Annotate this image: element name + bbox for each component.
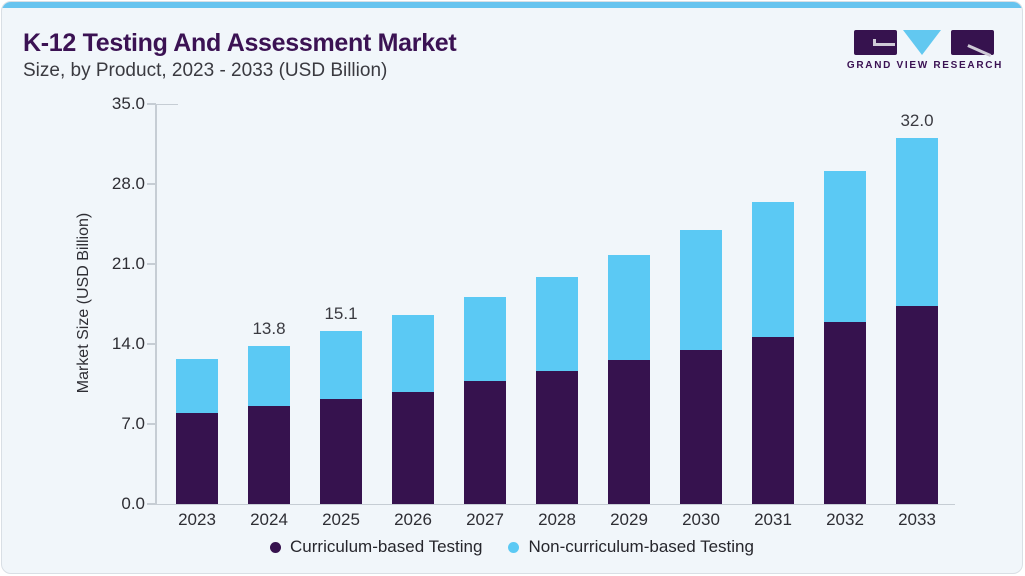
bar-segment-non-curriculum bbox=[824, 171, 866, 323]
legend-label: Non-curriculum-based Testing bbox=[528, 537, 754, 556]
bar-segment-non-curriculum bbox=[320, 331, 362, 399]
bar-total-label: 32.0 bbox=[900, 111, 934, 131]
bar-segment-non-curriculum bbox=[176, 358, 218, 413]
x-axis-tick-label: 2031 bbox=[754, 510, 792, 529]
bar-segment-curriculum bbox=[464, 380, 506, 504]
x-axis-tick-label: 2025 bbox=[322, 510, 360, 529]
bar-segment-curriculum bbox=[536, 371, 578, 504]
bar-segment-curriculum bbox=[248, 405, 290, 504]
bar-segment-curriculum bbox=[752, 337, 794, 504]
y-axis-tick-mark bbox=[147, 343, 156, 345]
y-axis-tick-label: 14.0 bbox=[111, 334, 145, 353]
y-axis-tick-label: 28.0 bbox=[111, 174, 145, 193]
page-title: K-12 Testing And Assessment Market bbox=[23, 29, 457, 57]
bar-segment-curriculum bbox=[896, 306, 938, 504]
bar-total-label: 15.1 bbox=[324, 304, 358, 324]
grand-view-research-logo: GRAND VIEW RESEARCH bbox=[847, 28, 1001, 74]
bar-segment-curriculum bbox=[608, 360, 650, 504]
y-axis-top-cap bbox=[156, 103, 178, 105]
legend-label: Curriculum-based Testing bbox=[290, 537, 483, 556]
bar-segment-curriculum bbox=[320, 398, 362, 504]
page-subtitle: Size, by Product, 2023 - 2033 (USD Billi… bbox=[23, 60, 388, 81]
bar-segment-non-curriculum bbox=[536, 276, 578, 372]
x-axis-tick-label: 2033 bbox=[898, 510, 936, 529]
chart-legend: Curriculum-based Testing Non-curriculum-b… bbox=[2, 537, 1022, 557]
y-axis-title: Market Size (USD Billion) bbox=[75, 212, 92, 394]
y-axis-line bbox=[155, 104, 157, 504]
legend-dot-icon bbox=[270, 541, 282, 553]
x-axis-tick-label: 2028 bbox=[538, 510, 576, 529]
y-axis-tick-label: 35.0 bbox=[111, 94, 145, 113]
y-axis-tick-label: 0.0 bbox=[121, 494, 145, 513]
x-axis-tick-label: 2026 bbox=[394, 510, 432, 529]
bar-segment-non-curriculum bbox=[680, 229, 722, 350]
logo-r-block-icon bbox=[951, 30, 994, 57]
y-axis-tick-mark bbox=[147, 503, 156, 505]
bar-segment-non-curriculum bbox=[608, 254, 650, 360]
bar-segment-non-curriculum bbox=[896, 138, 938, 307]
x-axis-tick-label: 2024 bbox=[250, 510, 288, 529]
bar-segment-curriculum bbox=[680, 349, 722, 504]
bar-segment-non-curriculum bbox=[752, 202, 794, 338]
y-axis-tick-label: 21.0 bbox=[111, 254, 145, 273]
x-axis-tick-label: 2032 bbox=[826, 510, 864, 529]
legend-item: Non-curriculum-based Testing bbox=[508, 537, 754, 557]
bar-segment-curriculum bbox=[392, 392, 434, 504]
y-axis-tick-mark bbox=[147, 103, 156, 105]
bar-segment-non-curriculum bbox=[464, 297, 506, 381]
bar-segment-non-curriculum bbox=[248, 346, 290, 406]
x-axis-line bbox=[156, 503, 955, 505]
x-axis-tick-label: 2030 bbox=[682, 510, 720, 529]
x-axis-tick-label: 2023 bbox=[178, 510, 216, 529]
x-axis-tick-label: 2027 bbox=[466, 510, 504, 529]
y-axis-tick-label: 7.0 bbox=[121, 414, 145, 433]
accent-top-strip bbox=[2, 2, 1022, 8]
bar-segment-non-curriculum bbox=[392, 315, 434, 392]
legend-dot-icon bbox=[508, 541, 520, 553]
bar-segment-curriculum bbox=[824, 322, 866, 504]
y-axis-tick-mark bbox=[147, 183, 156, 185]
logo-wordmark: GRAND VIEW RESEARCH bbox=[846, 60, 1004, 71]
x-axis-tick-label: 2029 bbox=[610, 510, 648, 529]
bar-total-label: 13.8 bbox=[252, 319, 286, 339]
logo-v-triangle-icon bbox=[903, 30, 941, 55]
bar-segment-curriculum bbox=[176, 412, 218, 504]
legend-item: Curriculum-based Testing bbox=[270, 537, 482, 557]
logo-g-block-icon bbox=[854, 30, 897, 55]
y-axis-tick-mark bbox=[147, 423, 156, 425]
y-axis-tick-mark bbox=[147, 263, 156, 265]
